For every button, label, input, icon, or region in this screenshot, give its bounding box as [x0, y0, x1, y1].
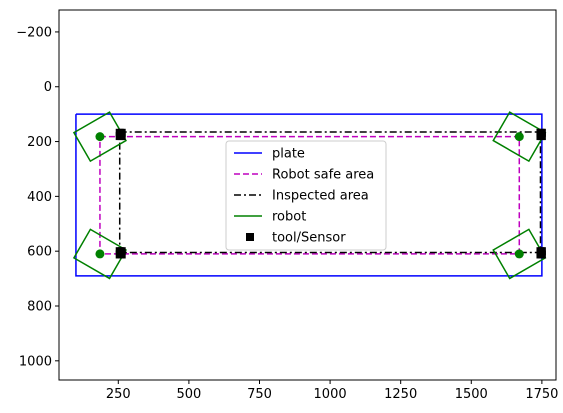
robot-body — [72, 228, 127, 280]
tool-sensor-marker — [537, 250, 546, 259]
robot-center-point — [95, 249, 105, 259]
robot-body — [492, 111, 547, 163]
legend-label-plate: plate — [272, 147, 305, 162]
tool-sensor-marker — [117, 250, 126, 259]
legend-swatch-tool-sensor — [246, 233, 254, 241]
plot-frame — [58, 9, 557, 381]
x-tick-label: 1250 — [384, 387, 417, 402]
legend: plate Robot safe area Inspected area robot t… — [225, 140, 387, 251]
y-tick-label: 800 — [27, 300, 52, 315]
x-tick-label: 250 — [106, 387, 131, 402]
robot-body — [492, 228, 547, 280]
robot-center-point — [95, 132, 105, 142]
x-tick-label: 500 — [176, 387, 201, 402]
robot-center-point — [514, 249, 524, 259]
x-tick-label: 1500 — [455, 387, 488, 402]
axis-layer: 250 500 750 1000 1250 1500 1750 −200 0 200 400 600 8… — [16, 25, 558, 402]
tool-sensor-marker — [117, 132, 126, 141]
plate-line — [75, 113, 543, 277]
x-tick-label: 1750 — [525, 387, 558, 402]
y-tick-label: 400 — [27, 190, 52, 205]
y-tick-label: −200 — [16, 25, 52, 40]
tool-sensor-marker — [537, 132, 546, 141]
y-tick-label: 200 — [27, 135, 52, 150]
y-tick-label: 0 — [44, 80, 52, 95]
y-tick-label: 600 — [27, 245, 52, 260]
robot-body — [72, 111, 127, 163]
legend-label-inspected-area: Inspected area — [272, 189, 369, 204]
series-layer — [72, 111, 547, 280]
legend-label-tool-sensor: tool/Sensor — [272, 231, 346, 246]
legend-label-robot: robot — [272, 210, 306, 225]
x-tick-label: 750 — [247, 387, 272, 402]
x-tick-label: 1000 — [314, 387, 347, 402]
robot-center-point — [514, 132, 524, 142]
y-tick-label: 1000 — [19, 354, 52, 369]
legend-label-robot-safe-area: Robot safe area — [272, 168, 374, 183]
legend-frame — [225, 140, 387, 251]
